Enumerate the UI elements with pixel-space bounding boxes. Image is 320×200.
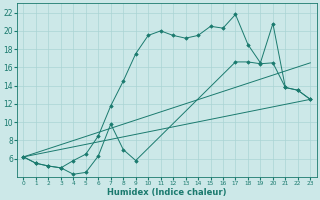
X-axis label: Humidex (Indice chaleur): Humidex (Indice chaleur) (107, 188, 227, 197)
